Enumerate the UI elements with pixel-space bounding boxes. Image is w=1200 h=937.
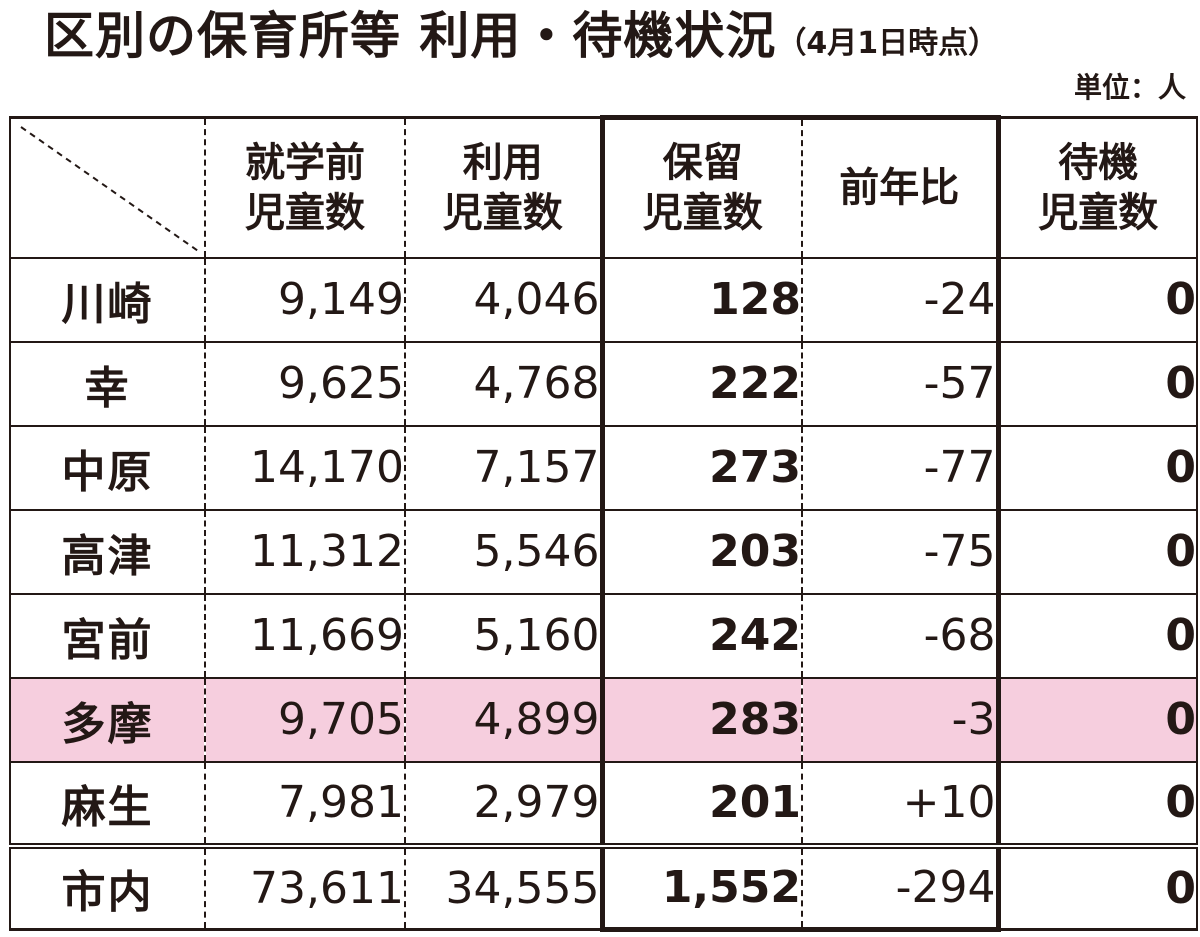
header-waiting-line1: 待機 [1058, 139, 1139, 186]
yoy-cell: -3 [801, 677, 1001, 763]
hold-cell: 203 [599, 509, 802, 595]
preschool-cell: 14,170 [204, 425, 405, 511]
header-preschool-line1: 就学前 [245, 139, 365, 186]
yoy-cell: +10 [801, 761, 1001, 847]
ward-cell: 宮前 [9, 593, 205, 679]
waiting-cell: 0 [998, 677, 1198, 763]
header-waiting-line2: 児童数 [1038, 189, 1159, 236]
corner-diagonal-line [20, 126, 202, 254]
table-row: 幸 9,625 4,768 222 -57 0 [9, 341, 1198, 427]
ward-cell: 川崎 [9, 257, 205, 343]
waiting-cell: 0 [998, 593, 1198, 679]
table-row: 宮前 11,669 5,160 242 -68 0 [9, 593, 1198, 679]
childcare-table: 就学前 児童数 利用 児童数 保留 児童数 前年比 待機 児童数 川崎 9,149 4,… [9, 115, 1198, 932]
total-preschool-cell: 73,611 [204, 842, 405, 931]
ward-cell: 麻生 [9, 761, 205, 847]
table-row: 麻生 7,981 2,979 201 +10 0 [9, 761, 1198, 847]
corner-cell [9, 116, 205, 259]
header-usage-line2: 児童数 [442, 189, 563, 236]
usage-cell: 2,979 [404, 761, 602, 847]
header-hold: 保留 児童数 [599, 115, 802, 259]
preschool-cell: 11,669 [204, 593, 405, 679]
hold-cell: 273 [599, 425, 802, 511]
header-yoy: 前年比 [801, 115, 1001, 259]
unit-label: 単位：人 [1073, 71, 1186, 104]
total-waiting-cell: 0 [998, 842, 1198, 931]
header-hold-line1: 保留 [662, 140, 743, 187]
waiting-cell: 0 [998, 341, 1198, 427]
table-row-highlighted: 多摩 9,705 4,899 283 -3 0 [9, 677, 1198, 763]
usage-cell: 4,768 [404, 341, 602, 427]
preschool-cell: 9,705 [204, 677, 405, 763]
hold-cell: 222 [599, 341, 802, 427]
preschool-cell: 9,149 [204, 257, 405, 343]
hold-cell: 283 [599, 677, 802, 763]
header-usage-line1: 利用 [462, 139, 543, 186]
yoy-cell: -57 [801, 341, 1001, 427]
header-yoy-line1: 前年比 [839, 165, 960, 212]
hold-cell: 128 [599, 257, 802, 343]
preschool-cell: 7,981 [204, 761, 405, 847]
total-usage-cell: 34,555 [404, 842, 602, 931]
ward-cell: 多摩 [9, 677, 205, 763]
total-hold-cell: 1,552 [599, 842, 802, 932]
page-title: 区別の保育所等 利用・待機状況（4月1日時点） [44, 4, 998, 76]
yoy-cell: -68 [801, 593, 1001, 679]
waiting-cell: 0 [998, 425, 1198, 511]
table-row: 中原 14,170 7,157 273 -77 0 [9, 425, 1198, 511]
header-preschool-line2: 児童数 [245, 189, 365, 236]
usage-cell: 4,046 [404, 257, 602, 343]
yoy-cell: -75 [801, 509, 1001, 595]
usage-cell: 5,546 [404, 509, 602, 595]
title-main: 区別の保育所等 利用・待機状況 [44, 7, 777, 65]
table-row: 川崎 9,149 4,046 128 -24 0 [9, 257, 1198, 343]
title-date-note: （4月1日時点） [776, 26, 999, 61]
waiting-cell: 0 [998, 257, 1198, 343]
preschool-cell: 11,312 [204, 509, 405, 595]
yoy-cell: -77 [801, 425, 1001, 511]
ward-cell: 中原 [9, 425, 205, 511]
preschool-cell: 9,625 [204, 341, 405, 427]
usage-cell: 7,157 [404, 425, 602, 511]
header-waiting: 待機 児童数 [998, 116, 1198, 259]
header-usage: 利用 児童数 [404, 116, 602, 259]
header-hold-line2: 児童数 [642, 190, 763, 237]
usage-cell: 4,899 [404, 677, 602, 763]
total-row: 市内 73,611 34,555 1,552 -294 0 [9, 842, 1198, 932]
header-row: 就学前 児童数 利用 児童数 保留 児童数 前年比 待機 児童数 [9, 115, 1198, 259]
total-yoy-cell: -294 [801, 842, 1001, 932]
total-ward-cell: 市内 [9, 842, 205, 931]
ward-cell: 幸 [9, 341, 205, 427]
ward-cell: 高津 [9, 509, 205, 595]
usage-cell: 5,160 [404, 593, 602, 679]
waiting-cell: 0 [998, 761, 1198, 847]
table-row: 高津 11,312 5,546 203 -75 0 [9, 509, 1198, 595]
waiting-cell: 0 [998, 509, 1198, 595]
yoy-cell: -24 [801, 257, 1001, 343]
header-preschool: 就学前 児童数 [204, 116, 405, 259]
hold-cell: 242 [599, 593, 802, 679]
hold-cell: 201 [599, 761, 802, 847]
